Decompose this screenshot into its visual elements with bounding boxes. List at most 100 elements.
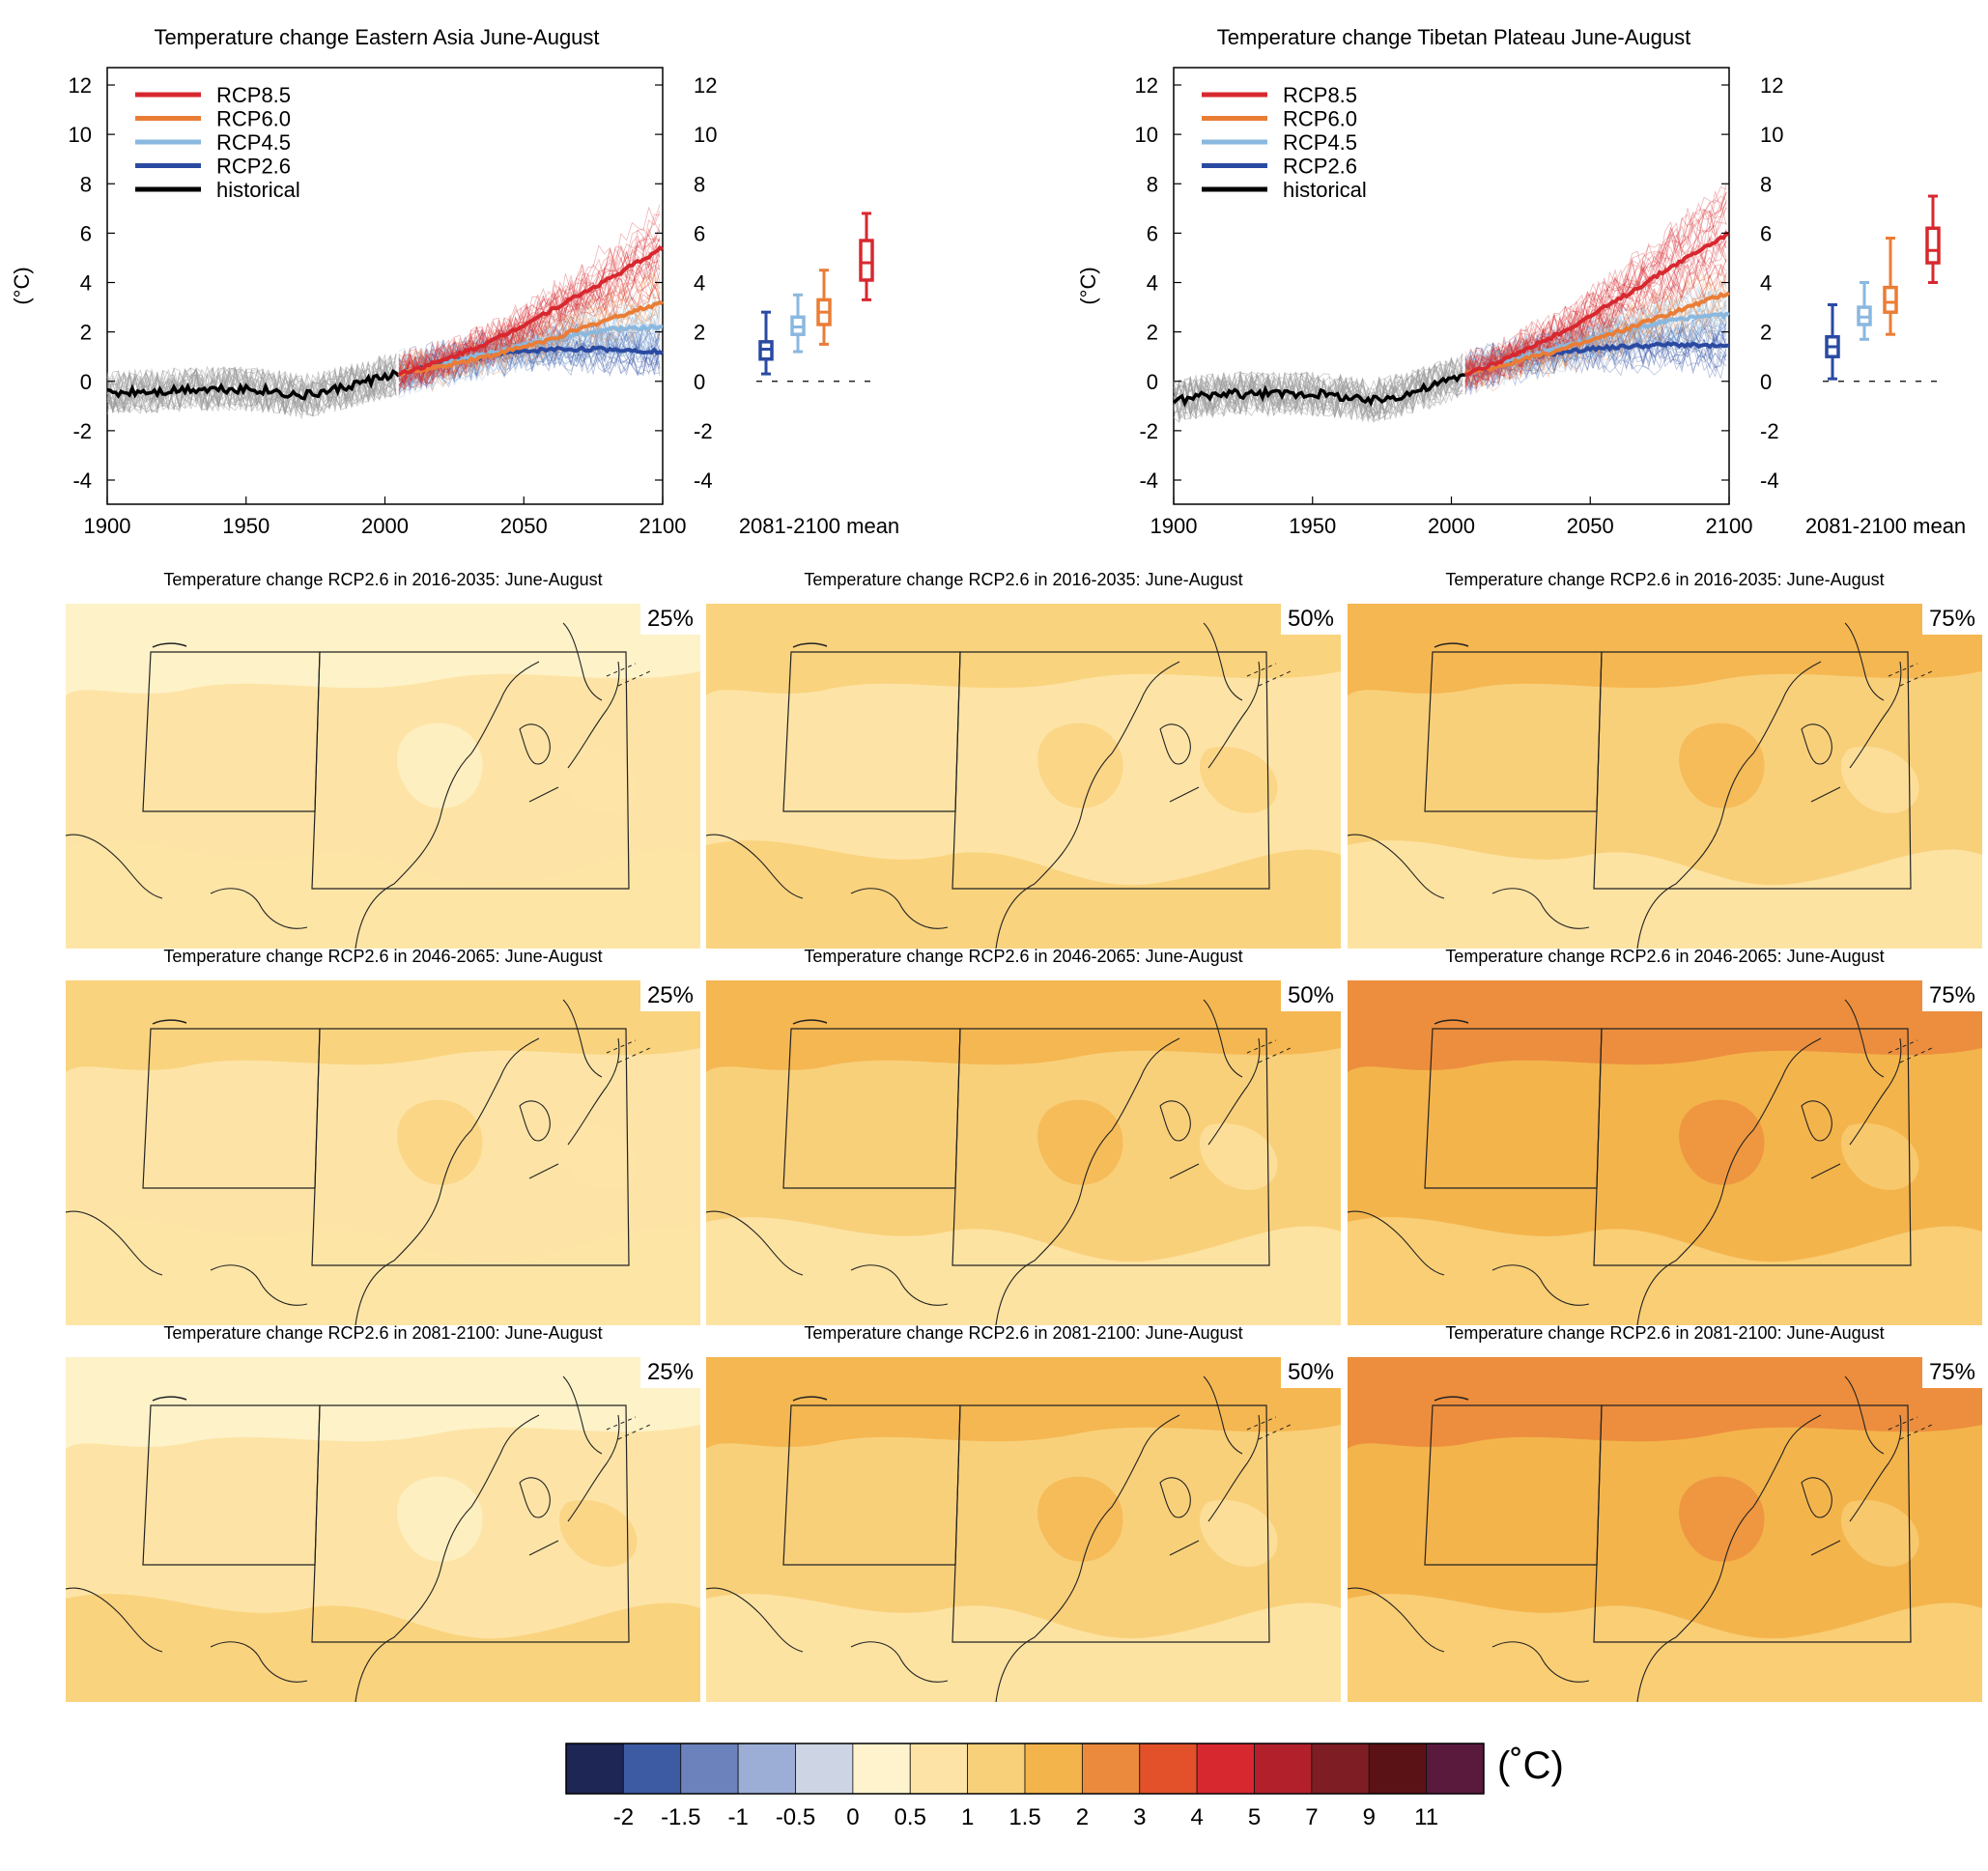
- map-contour-patch: [1840, 1500, 1919, 1567]
- rcp60-member-line: [398, 273, 661, 374]
- colorbar-tick-label: 1: [960, 1804, 975, 1830]
- map-title: Temperature change RCP2.6 in 2016-2035: …: [163, 570, 603, 589]
- rcp45-member-line: [398, 313, 661, 386]
- rcp85-member-line: [1464, 207, 1727, 376]
- colorbar-swatch: [680, 1743, 739, 1795]
- coastline-lake: [792, 1396, 828, 1402]
- y-tick-label-right: 6: [694, 221, 705, 245]
- rcp26-member-line: [398, 332, 661, 388]
- x-tick-label: 1900: [1150, 514, 1198, 538]
- map-title: Temperature change RCP2.6 in 2046-2065: …: [1445, 947, 1885, 966]
- eastern-asia-region-box: [311, 651, 630, 890]
- historical-member-line: [106, 361, 397, 415]
- coastline-korea: [1801, 723, 1832, 765]
- coastline-korea: [1159, 723, 1191, 765]
- colorbar-swatch: [1426, 1743, 1485, 1795]
- coastline-sakhalin: [1203, 999, 1243, 1078]
- rcp26-member-line: [1464, 327, 1727, 377]
- coastline-sakhalin: [1844, 999, 1885, 1078]
- rcp60-member-line: [398, 298, 661, 386]
- map-contour-patch: [1348, 1217, 1982, 1325]
- map-contour-patch: [706, 1357, 1341, 1449]
- map-title: Temperature change RCP2.6 in 2016-2035: …: [804, 570, 1243, 589]
- x-tick-label: 2000: [1428, 514, 1475, 538]
- x-tick-label: 1900: [84, 514, 131, 538]
- map-contour-patch: [706, 1594, 1341, 1702]
- map-contour-patch: [397, 1476, 483, 1562]
- rcp26-member-line: [398, 333, 661, 385]
- boxplot-rcp26: [1825, 303, 1840, 381]
- map-contour-patch: [706, 980, 1341, 1072]
- map-field: [66, 1357, 700, 1702]
- y-tick-label: 4: [80, 271, 92, 296]
- map-field: [1348, 604, 1982, 949]
- map-title: Temperature change RCP2.6 in 2046-2065: …: [804, 947, 1243, 966]
- coastline: [355, 1037, 540, 1325]
- coastline: [995, 661, 1180, 949]
- map-panel: 75%: [1348, 1357, 1982, 1702]
- rcp60-member-line: [1464, 272, 1727, 381]
- legend-label: RCP6.0: [216, 107, 291, 131]
- rcp26-member-line: [398, 342, 661, 383]
- rcp60-member-line: [1464, 272, 1727, 387]
- map-contour-patch: [558, 747, 638, 813]
- rcp45-member-line: [1464, 300, 1727, 383]
- y-axis-label: (°C): [10, 267, 34, 304]
- percentile-badge: 25%: [639, 1357, 700, 1388]
- eastern-asia-region-box: [311, 1028, 630, 1266]
- coastline-sakhalin: [1203, 622, 1243, 701]
- rcp26-member-line: [398, 331, 661, 385]
- coastline: [1348, 834, 1590, 929]
- coastline-lake: [152, 1396, 187, 1402]
- coastline: [1348, 1210, 1590, 1306]
- coastline: [1348, 1587, 1590, 1683]
- plot-frame: [106, 67, 664, 505]
- legend-label: RCP4.5: [216, 130, 291, 155]
- rcp45-member-line: [398, 302, 661, 378]
- coastline-korea: [1801, 1477, 1832, 1518]
- colorbar-swatch: [795, 1743, 854, 1795]
- legend-label: RCP4.5: [1283, 130, 1357, 155]
- rcp45-member-line: [398, 326, 661, 392]
- colorbar-tick-label: 0: [846, 1804, 860, 1830]
- colorbar-tick-label: 5: [1247, 1804, 1262, 1830]
- y-axis-label: (°C): [1076, 267, 1100, 304]
- rcp85-member-line: [398, 239, 661, 381]
- boxplot-box: [1883, 285, 1898, 314]
- colorbar-swatch: [737, 1743, 796, 1795]
- map-contour-patch: [1037, 723, 1123, 808]
- coastline-japan: [528, 1037, 620, 1179]
- rcp85-member-line: [1464, 232, 1727, 386]
- eastern-asia-region-box: [1593, 1404, 1912, 1643]
- rcp45-member-line: [398, 298, 661, 378]
- rcp26-member-line: [398, 340, 661, 394]
- y-tick-label: -4: [1139, 468, 1158, 493]
- boxplot-box: [859, 239, 874, 282]
- rcp45-member-line: [1464, 307, 1727, 385]
- coastline: [995, 1037, 1180, 1325]
- colorbar-tick-label: 7: [1305, 1804, 1319, 1830]
- map-panel: 75%: [1348, 604, 1982, 949]
- rcp45-member-line: [1464, 311, 1727, 390]
- coastline: [1636, 1037, 1822, 1325]
- map-panel: 25%: [66, 1357, 700, 1702]
- y-tick-label: 8: [80, 172, 92, 196]
- x-tick-label: 2000: [361, 514, 409, 538]
- rcp26-member-line: [1464, 339, 1727, 391]
- y-tick-label: 8: [1147, 172, 1158, 196]
- legend-label: RCP8.5: [216, 83, 291, 107]
- y-tick-label: 6: [1147, 221, 1158, 245]
- x-tick-label: 2050: [500, 514, 548, 538]
- map-contour-patch: [1199, 1500, 1278, 1567]
- historical-member-line: [1173, 358, 1463, 420]
- percentile-badge: 50%: [1280, 1357, 1341, 1388]
- coastline-lake: [152, 642, 187, 648]
- y-tick-label: 0: [80, 370, 92, 394]
- timeseries-plot-1: 12 12 10 10 8 8 6 6 4 4 2 2 0 0 -2 -2 -4 -4 1900 1950 2000 20…: [1076, 67, 1966, 538]
- map-contour-patch: [1348, 840, 1982, 949]
- percentile-badge: 75%: [1921, 980, 1982, 1011]
- coastline-korea: [1159, 1477, 1191, 1518]
- coastline-korea: [519, 1477, 551, 1518]
- colorbar-tick-label: -1.5: [661, 1804, 701, 1830]
- coastline-japan: [1169, 1037, 1261, 1179]
